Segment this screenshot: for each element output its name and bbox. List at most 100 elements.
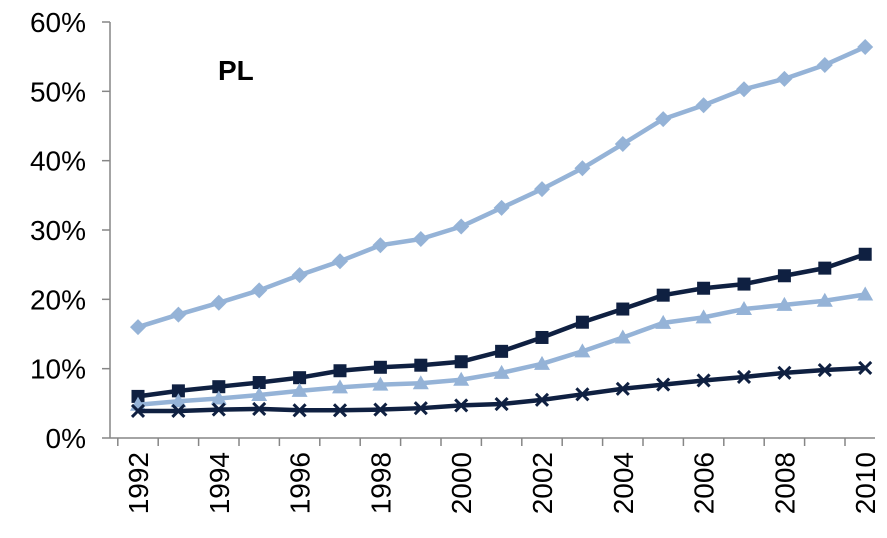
data-point-square bbox=[858, 247, 872, 261]
data-point-x bbox=[736, 369, 752, 385]
data-point-triangle bbox=[170, 393, 187, 408]
x-axis-ticks: 1992 1994 1996 1998 2000 2002 2004 2006 2008 2010 bbox=[117, 438, 881, 514]
data-point-diamond bbox=[574, 160, 591, 177]
data-point-x bbox=[858, 360, 873, 376]
data-point-square bbox=[131, 389, 145, 403]
y-axis-ticks: 0% 10% 20% 30% 40% 50% 60% bbox=[30, 7, 110, 454]
data-point-square bbox=[212, 380, 226, 394]
x-tick-label: 1992 bbox=[123, 452, 154, 514]
data-point-diamond bbox=[291, 267, 308, 284]
data-point-x bbox=[615, 381, 630, 396]
data-point-diamond bbox=[534, 181, 550, 198]
chart-series bbox=[130, 38, 874, 419]
data-point-triangle bbox=[251, 387, 268, 402]
data-point-square bbox=[454, 355, 468, 369]
y-tick-label: 20% bbox=[30, 284, 86, 315]
data-point-square bbox=[252, 376, 266, 390]
data-point-square bbox=[818, 261, 832, 275]
data-point-x bbox=[373, 402, 388, 417]
data-point-triangle bbox=[210, 390, 227, 405]
data-point-triangle bbox=[332, 379, 348, 394]
data-point-x bbox=[130, 403, 146, 419]
y-tick-label: 50% bbox=[30, 76, 86, 107]
data-point-square bbox=[616, 302, 630, 316]
series-3 bbox=[130, 286, 874, 411]
y-tick-label: 10% bbox=[30, 354, 86, 385]
series-1 bbox=[130, 38, 874, 336]
data-point-triangle bbox=[534, 355, 550, 370]
data-point-triangle bbox=[776, 296, 793, 311]
series-2 bbox=[131, 247, 872, 403]
data-point-triangle bbox=[372, 376, 389, 391]
data-point-triangle bbox=[453, 371, 470, 386]
data-point-diamond bbox=[857, 38, 874, 55]
data-point-x bbox=[777, 365, 792, 380]
data-point-square bbox=[373, 360, 387, 374]
data-point-diamond bbox=[332, 253, 348, 270]
data-point-x bbox=[211, 402, 226, 417]
data-point-diamond bbox=[695, 97, 712, 114]
data-point-x bbox=[575, 387, 590, 402]
data-point-square bbox=[656, 288, 670, 302]
data-point-square bbox=[737, 277, 751, 291]
data-point-x bbox=[454, 398, 469, 413]
x-tick-label: 2000 bbox=[446, 452, 477, 514]
series-4 bbox=[130, 360, 873, 419]
data-point-square bbox=[575, 315, 589, 329]
y-tick-label: 30% bbox=[30, 215, 86, 246]
y-tick-label: 60% bbox=[30, 7, 86, 38]
data-point-x bbox=[171, 403, 186, 419]
data-point-square bbox=[697, 281, 711, 295]
data-point-square bbox=[293, 371, 307, 385]
x-tick-label: 1998 bbox=[365, 452, 396, 514]
data-point-diamond bbox=[412, 231, 429, 248]
data-point-diamond bbox=[614, 136, 631, 153]
data-point-x bbox=[413, 401, 428, 416]
x-tick-label: 2004 bbox=[608, 452, 639, 514]
data-point-diamond bbox=[170, 306, 187, 323]
data-point-triangle bbox=[493, 364, 510, 379]
data-point-triangle bbox=[655, 314, 672, 329]
x-tick-label: 2002 bbox=[527, 452, 558, 514]
x-tick-label: 2008 bbox=[769, 452, 800, 514]
data-point-triangle bbox=[291, 382, 308, 397]
data-point-triangle bbox=[736, 301, 752, 316]
data-point-square bbox=[777, 269, 791, 283]
y-tick-label: 40% bbox=[30, 146, 86, 177]
data-point-x bbox=[534, 392, 550, 407]
data-point-diamond bbox=[453, 218, 470, 235]
y-tick-label: 0% bbox=[46, 423, 86, 454]
chart-label: PL bbox=[218, 55, 254, 86]
data-point-square bbox=[333, 364, 347, 378]
data-point-diamond bbox=[776, 70, 793, 87]
data-point-triangle bbox=[857, 286, 874, 301]
data-point-square bbox=[414, 358, 428, 372]
data-point-x bbox=[494, 396, 509, 412]
data-point-x bbox=[292, 403, 307, 418]
series-1-line bbox=[137, 44, 867, 330]
data-point-square bbox=[495, 344, 509, 358]
data-point-triangle bbox=[695, 309, 712, 324]
data-point-x bbox=[656, 377, 671, 392]
data-point-diamond bbox=[816, 56, 833, 73]
data-point-diamond bbox=[130, 319, 146, 336]
x-tick-label: 1994 bbox=[204, 452, 235, 514]
x-tick-label: 1996 bbox=[285, 452, 316, 514]
data-point-triangle bbox=[614, 329, 631, 344]
data-point-diamond bbox=[210, 294, 227, 311]
data-point-diamond bbox=[736, 81, 752, 98]
data-point-diamond bbox=[251, 282, 268, 299]
data-point-triangle bbox=[412, 375, 429, 390]
data-point-x bbox=[817, 362, 832, 378]
data-point-diamond bbox=[655, 111, 672, 128]
x-tick-label: 2006 bbox=[689, 452, 720, 514]
data-point-diamond bbox=[493, 199, 510, 216]
data-point-square bbox=[171, 384, 185, 398]
data-point-x bbox=[252, 401, 267, 416]
data-point-diamond bbox=[372, 237, 389, 254]
data-point-triangle bbox=[816, 292, 833, 307]
data-point-x bbox=[696, 373, 711, 388]
x-tick-label: 2010 bbox=[850, 452, 881, 514]
data-point-square bbox=[535, 330, 549, 344]
